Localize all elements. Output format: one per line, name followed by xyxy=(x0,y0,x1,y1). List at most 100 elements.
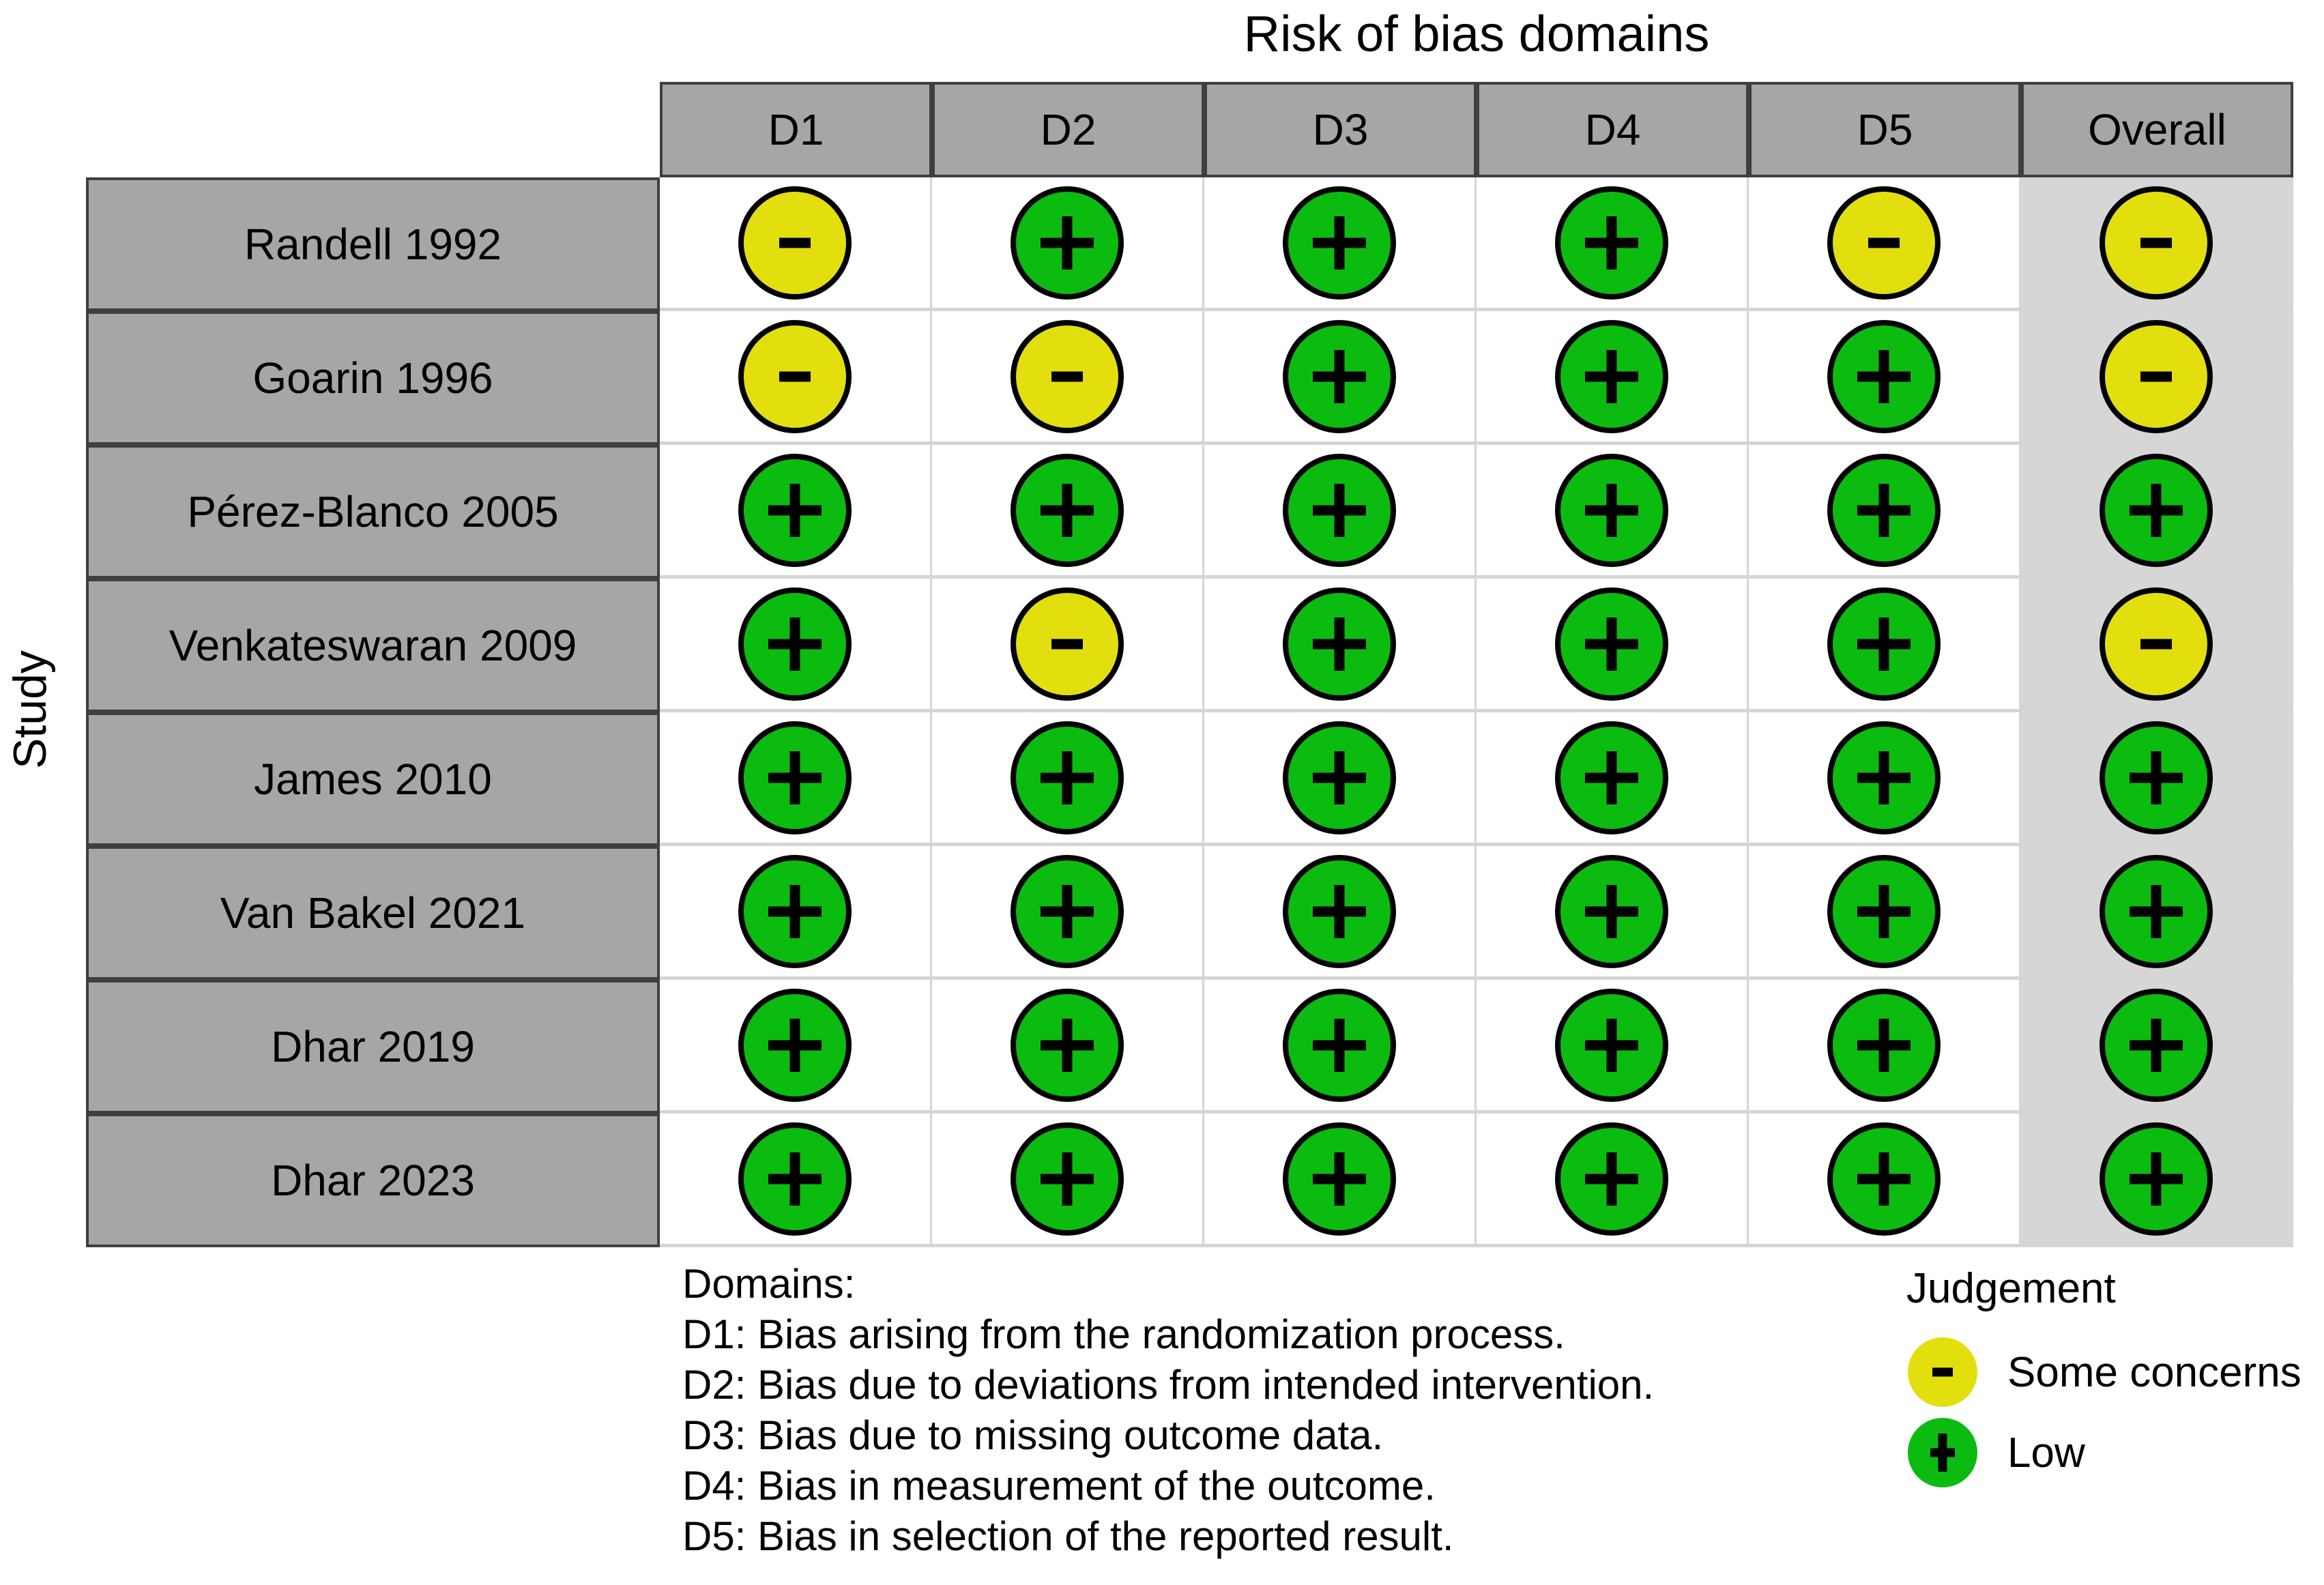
low-risk-circle xyxy=(2100,1122,2213,1236)
low-risk-circle xyxy=(738,1122,852,1236)
judgement-cell xyxy=(1749,445,2021,579)
judgement-cell xyxy=(660,177,932,311)
judgement-cell xyxy=(1204,846,1477,980)
some-concerns-circle xyxy=(2100,587,2213,701)
judgement-cell xyxy=(1477,311,1749,445)
judgement-cell xyxy=(1749,311,2021,445)
some-concerns-circle xyxy=(2100,186,2213,300)
judgement-cell xyxy=(660,846,932,980)
low-risk-circle xyxy=(738,453,852,567)
judgement-cell xyxy=(1204,1114,1477,1247)
judgement-cell xyxy=(1749,579,2021,712)
low-risk-circle xyxy=(2100,854,2213,968)
low-risk-circle xyxy=(1283,854,1396,968)
low-risk-circle xyxy=(1011,453,1124,567)
judgement-cell xyxy=(932,445,1204,579)
low-risk-circle xyxy=(1827,854,1941,968)
low-risk-circle xyxy=(1827,1122,1941,1236)
low-risk-circle xyxy=(1011,1122,1124,1236)
low-risk-circle xyxy=(1011,854,1124,968)
low-risk-circle xyxy=(2100,721,2213,834)
figure-title: Risk of bias domains xyxy=(1243,5,1710,62)
judgement-cell xyxy=(932,177,1204,311)
study-label: Dhar 2019 xyxy=(86,980,660,1114)
low-risk-circle xyxy=(2100,988,2213,1102)
low-risk-circle xyxy=(1283,988,1396,1102)
study-label: Van Bakel 2021 xyxy=(86,846,660,980)
judgement-cell xyxy=(932,1114,1204,1247)
column-header-overall: Overall xyxy=(2021,82,2293,177)
some-concerns-circle xyxy=(1011,587,1124,701)
low-risk-circle xyxy=(1827,721,1941,834)
judgement-cell xyxy=(660,980,932,1114)
judgement-cell xyxy=(2021,846,2293,980)
judgement-grid xyxy=(660,177,2293,1247)
judgement-cell xyxy=(2021,980,2293,1114)
judgement-cell xyxy=(1477,177,1749,311)
domain-header-row: D1 D2 D3 D4 D5 Overall xyxy=(660,82,2293,177)
low-risk-circle xyxy=(1555,319,1668,433)
judgement-cell xyxy=(660,1114,932,1247)
judgement-cell xyxy=(2021,311,2293,445)
judgement-cell xyxy=(1204,712,1477,846)
some-concerns-circle xyxy=(1011,319,1124,433)
low-risk-circle xyxy=(1555,854,1668,968)
low-risk-circle xyxy=(1827,988,1941,1102)
domain-footnotes: Domains: D1: Bias arising from the rando… xyxy=(682,1259,1654,1562)
low-risk-circle xyxy=(1283,453,1396,567)
low-risk-circle xyxy=(1283,186,1396,300)
column-header-d3: D3 xyxy=(1204,82,1477,177)
judgement-cell xyxy=(932,846,1204,980)
legend-label-low: Low xyxy=(2007,1429,2085,1477)
judgement-cell xyxy=(1204,177,1477,311)
low-risk-circle xyxy=(738,587,852,701)
judgement-cell xyxy=(1749,980,2021,1114)
low-risk-circle xyxy=(1283,1122,1396,1236)
judgement-cell xyxy=(660,712,932,846)
judgement-cell xyxy=(932,311,1204,445)
some-concerns-circle xyxy=(738,186,852,300)
study-label: Venkateswaran 2009 xyxy=(86,579,660,712)
low-risk-circle xyxy=(738,854,852,968)
judgement-cell xyxy=(2021,712,2293,846)
footnote-line-d2: D2: Bias due to deviations from intended… xyxy=(682,1362,1655,1408)
study-label-column: Randell 1992 Goarin 1996 Pérez-Blanco 2005… xyxy=(86,177,660,1247)
low-risk-circle xyxy=(1555,453,1668,567)
low-risk-circle xyxy=(1555,721,1668,834)
some-concerns-circle xyxy=(1827,186,1941,300)
study-label: Pérez-Blanco 2005 xyxy=(86,445,660,579)
judgement-cell xyxy=(1749,177,2021,311)
some-concerns-circle xyxy=(2100,319,2213,433)
column-header-d4: D4 xyxy=(1477,82,1749,177)
judgement-cell xyxy=(1204,980,1477,1114)
low-risk-circle xyxy=(1555,186,1668,300)
judgement-cell xyxy=(1749,1114,2021,1247)
low-risk-circle xyxy=(1827,587,1941,701)
low-risk-circle xyxy=(1555,587,1668,701)
footnote-line-d1: D1: Bias arising from the randomization … xyxy=(682,1311,1565,1357)
column-header-d1: D1 xyxy=(660,82,932,177)
low-risk-circle xyxy=(1283,721,1396,834)
low-risk-circle xyxy=(738,988,852,1102)
judgement-cell xyxy=(1749,846,2021,980)
judgement-cell xyxy=(660,311,932,445)
judgement-cell xyxy=(1204,579,1477,712)
study-label: Goarin 1996 xyxy=(86,311,660,445)
some-concerns-icon xyxy=(1908,1337,1977,1407)
low-risk-circle xyxy=(738,721,852,834)
y-axis-label: Study xyxy=(4,650,56,769)
footnote-line-d5: D5: Bias in selection of the reported re… xyxy=(682,1513,1454,1559)
judgement-cell xyxy=(660,445,932,579)
judgement-cell xyxy=(1749,712,2021,846)
study-label: James 2010 xyxy=(86,712,660,846)
low-risk-circle xyxy=(1555,988,1668,1102)
low-risk-circle xyxy=(1555,1122,1668,1236)
low-risk-circle xyxy=(1827,453,1941,567)
low-risk-circle xyxy=(1283,587,1396,701)
judgement-cell xyxy=(2021,1114,2293,1247)
judgement-cell xyxy=(1477,846,1749,980)
judgement-cell xyxy=(2021,445,2293,579)
judgement-cell xyxy=(1477,980,1749,1114)
judgement-cell xyxy=(2021,579,2293,712)
